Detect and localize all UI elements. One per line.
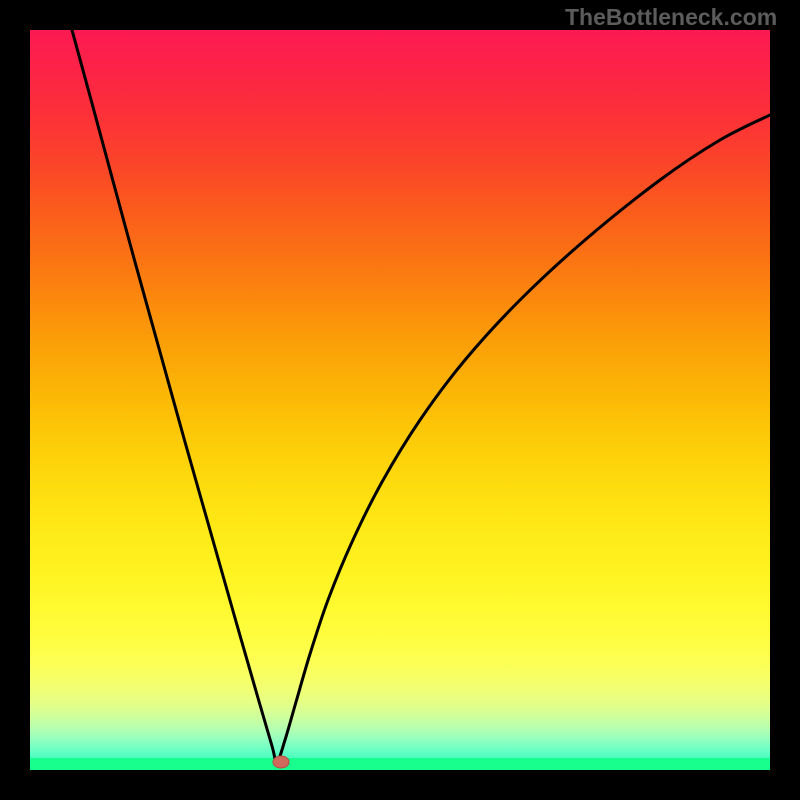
optimal-point-marker bbox=[273, 756, 289, 768]
chart-baseline-band bbox=[30, 758, 770, 770]
frame-border bbox=[0, 0, 30, 800]
frame-border bbox=[0, 770, 800, 800]
chart-background-gradient bbox=[30, 30, 770, 770]
watermark-text: TheBottleneck.com bbox=[565, 4, 777, 31]
frame-border bbox=[770, 0, 800, 800]
bottleneck-chart bbox=[0, 0, 800, 800]
